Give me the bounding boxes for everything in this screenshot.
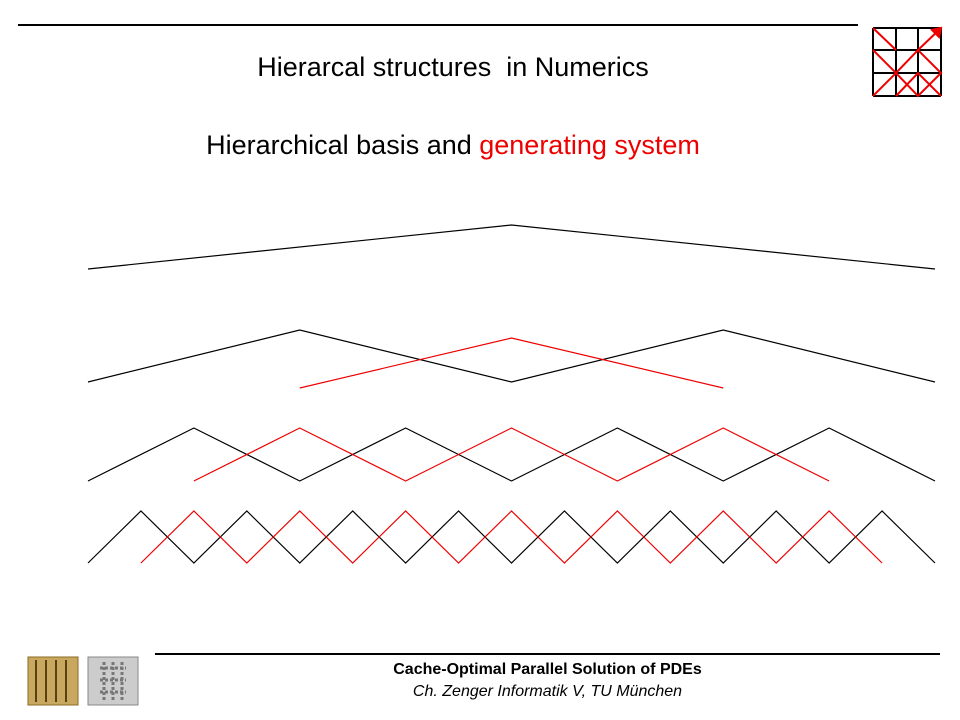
slide-title: Hierarcal structures in Numerics <box>257 52 649 82</box>
basis-function <box>87 224 936 270</box>
basis-function <box>87 427 936 482</box>
footer-icons <box>27 656 139 706</box>
logo <box>872 26 943 98</box>
subtitle-black: Hierarchical basis and <box>206 130 480 160</box>
hierarchical-basis-diagram <box>87 224 936 564</box>
footer-author: Ch. Zenger Informatik V, TU München <box>412 683 683 700</box>
basis-function <box>87 329 936 383</box>
footer-title: Cache-Optimal Parallel Solution of PDEs <box>393 661 702 678</box>
generating-function <box>299 337 724 389</box>
generating-function <box>140 510 883 564</box>
basis-function <box>87 510 936 564</box>
slide-subtitle: Hierarchical basis and generating system <box>0 130 906 161</box>
generating-function <box>193 427 830 482</box>
subtitle-red: generating system <box>479 130 700 160</box>
